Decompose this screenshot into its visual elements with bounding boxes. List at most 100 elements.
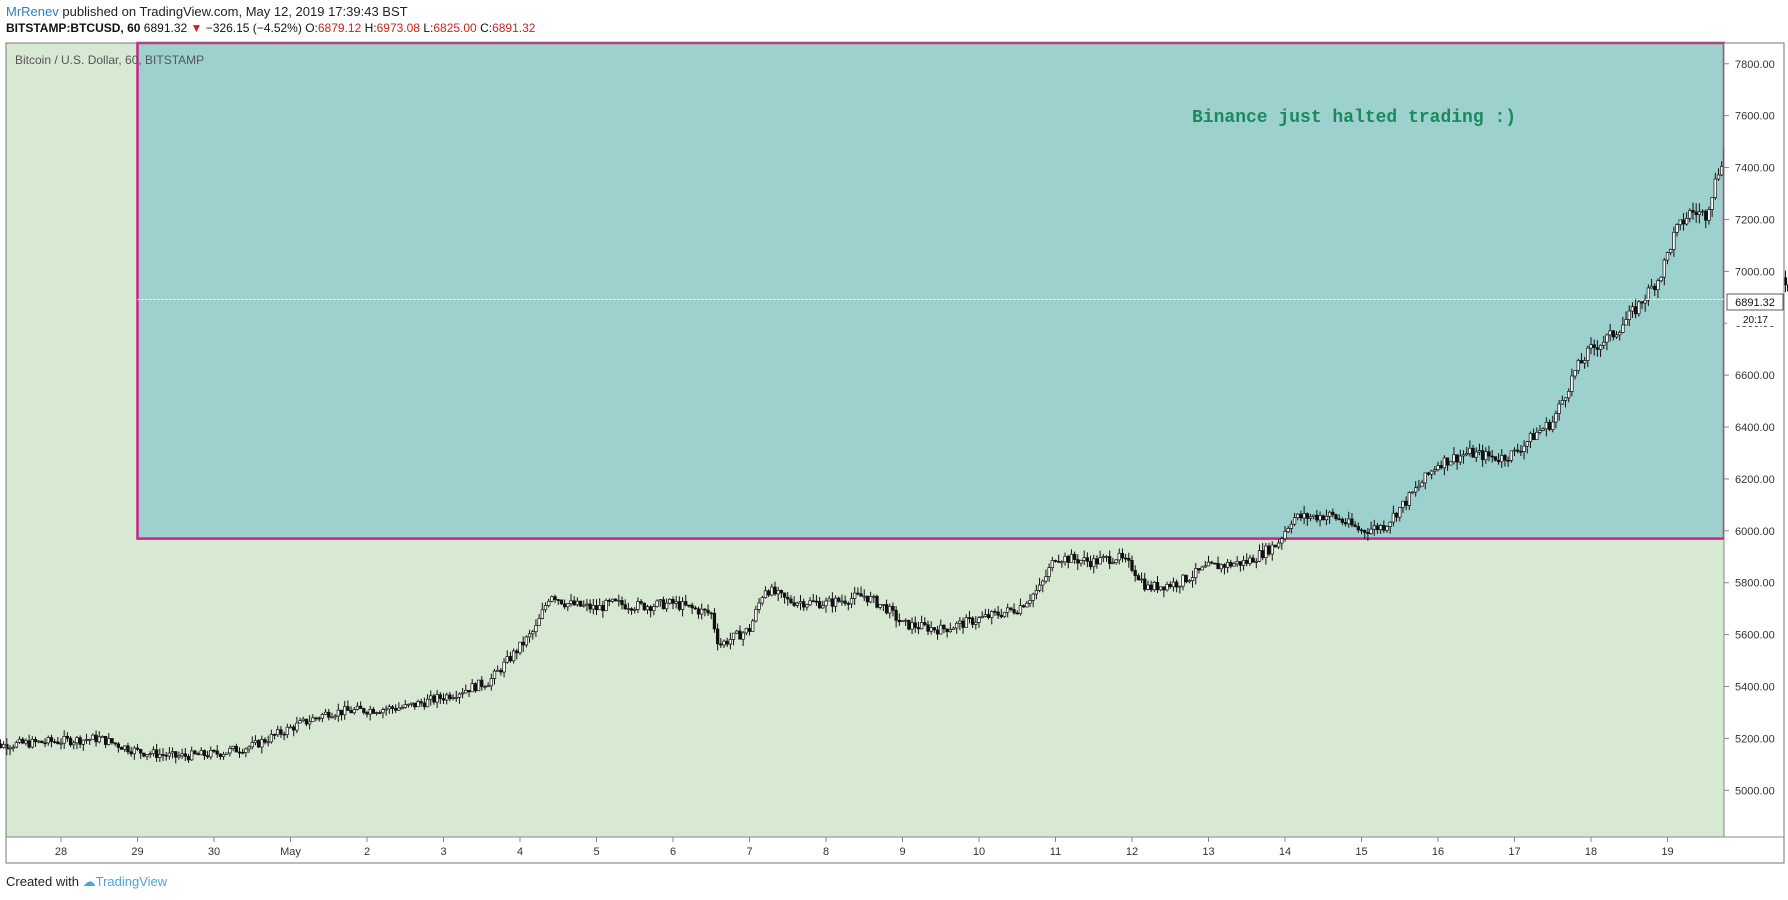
- candle-body: [1487, 451, 1491, 457]
- author-link[interactable]: MrRenev: [6, 4, 59, 19]
- candle-body: [738, 630, 742, 640]
- candle-body: [1009, 607, 1013, 610]
- candle-body: [508, 656, 513, 662]
- candle-body: [1359, 529, 1364, 532]
- candle-body: [1471, 447, 1475, 458]
- candle-body: [1213, 562, 1217, 565]
- candle-body: [1538, 430, 1542, 433]
- x-axis-ticks: 28 29 30 May 2 3 4 5 6 7 8 9 10 11 12 13 14 15 16 17 18 19: [55, 837, 1674, 858]
- candle-body: [1031, 593, 1035, 601]
- candle-body: [225, 752, 229, 755]
- candle-body: [923, 622, 927, 626]
- candle-body: [56, 741, 60, 745]
- y-tick-label: 7400.00: [1735, 163, 1775, 175]
- candle-body: [72, 742, 76, 746]
- footer: Created with ☁TradingView: [6, 874, 167, 890]
- candle-body: [1484, 451, 1488, 461]
- candle-body: [336, 709, 340, 717]
- candle-body: [282, 733, 286, 736]
- candle-body: [1334, 514, 1338, 520]
- candle-body: [719, 643, 723, 646]
- candle-body: [1347, 518, 1351, 525]
- candle-body: [8, 747, 12, 750]
- candle-body: [403, 704, 407, 708]
- y-tick-label: 5800.00: [1735, 578, 1775, 590]
- candle-body: [231, 745, 235, 749]
- candle-body: [1366, 532, 1370, 534]
- candle-body: [378, 712, 382, 714]
- candle-body: [505, 656, 509, 663]
- candle-body: [891, 605, 895, 611]
- y-tick-label: 7000.00: [1735, 266, 1775, 278]
- tradingview-logo-icon[interactable]: ☁: [82, 874, 96, 889]
- candle-body: [1270, 544, 1274, 555]
- candle-body: [795, 602, 799, 606]
- candle-body: [1104, 556, 1109, 558]
- candle-body: [1375, 525, 1380, 531]
- x-tick-label: 28: [55, 846, 67, 858]
- candle-body: [343, 706, 347, 716]
- candle-body: [339, 709, 344, 716]
- candle-body: [1283, 531, 1287, 540]
- candle-body: [974, 621, 978, 625]
- candle-body: [1535, 432, 1539, 440]
- candle-body: [88, 738, 92, 741]
- candle-body: [59, 742, 63, 745]
- candle-body: [33, 738, 38, 743]
- candle-body: [1296, 513, 1300, 519]
- candle-body: [202, 750, 207, 757]
- candle-body: [833, 597, 838, 607]
- x-axis-panel[interactable]: [6, 837, 1784, 863]
- candle-body: [1388, 521, 1392, 527]
- candle-body: [148, 753, 152, 756]
- candle-body: [550, 596, 554, 602]
- candle-body: [1398, 507, 1402, 518]
- x-tick-label: 6: [670, 846, 676, 858]
- candle-body: [652, 606, 656, 611]
- candle-body: [445, 694, 449, 701]
- x-tick-label: 13: [1202, 846, 1214, 858]
- price-tag-value: 6891.32: [1735, 297, 1775, 309]
- candle-body: [1436, 465, 1440, 471]
- y-axis-panel[interactable]: [1724, 43, 1784, 837]
- candle-body: [521, 641, 525, 646]
- candle-body: [190, 750, 194, 761]
- candle-body: [1567, 391, 1571, 399]
- candle-body: [1525, 441, 1529, 447]
- candle-body: [709, 612, 713, 615]
- candle-body: [241, 751, 245, 754]
- candle-body: [1522, 445, 1526, 452]
- candle-body: [496, 669, 500, 672]
- candle-body: [1222, 564, 1227, 568]
- candle-body: [1547, 422, 1552, 430]
- candle-body: [757, 602, 761, 610]
- tradingview-link[interactable]: TradingView: [95, 874, 168, 889]
- candle-body: [674, 601, 678, 604]
- candle-body: [929, 627, 933, 632]
- candle-body: [588, 603, 592, 610]
- candle-body: [43, 742, 47, 745]
- candle-body: [566, 603, 570, 608]
- candle-body: [639, 601, 643, 604]
- candle-body: [1611, 330, 1615, 338]
- candle-body: [1232, 563, 1236, 567]
- last-price: 6891.32: [143, 21, 188, 35]
- candle-body: [537, 618, 541, 626]
- candle-body: [951, 627, 956, 630]
- candle-body: [1101, 556, 1105, 558]
- candle-body: [559, 599, 564, 605]
- candle-body: [547, 600, 551, 606]
- candle-body: [1541, 428, 1545, 431]
- candle-body: [553, 596, 557, 600]
- candle-body: [1162, 586, 1166, 591]
- candle-body: [180, 753, 184, 757]
- candle-body: [945, 628, 949, 633]
- candle-body: [492, 670, 497, 679]
- candle-body: [1512, 449, 1517, 452]
- candle-body: [712, 612, 717, 630]
- candle-body: [1133, 570, 1137, 576]
- candle-body: [0, 743, 3, 748]
- candle-body: [983, 614, 988, 617]
- candle-body: [741, 632, 745, 640]
